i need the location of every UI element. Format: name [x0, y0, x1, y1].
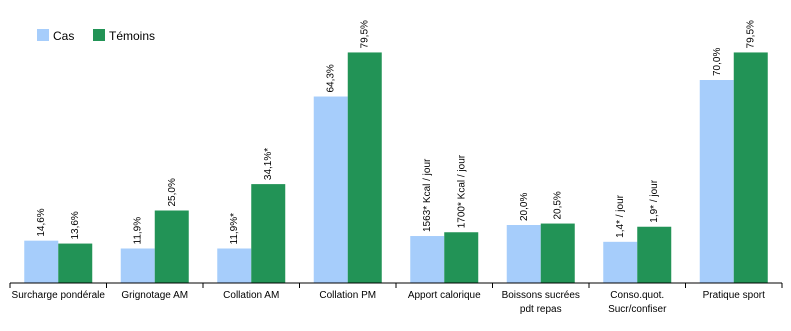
- category-label: Sucr/confiser: [608, 304, 667, 315]
- x-axis-ticks: [9, 283, 783, 288]
- bar-temoins: [154, 210, 189, 283]
- category-label: Boissons sucrées: [502, 290, 580, 301]
- bar-temoins: [251, 184, 286, 283]
- value-label-cas: 1563* Kcal / jour: [422, 158, 433, 232]
- bar-cas: [313, 96, 348, 283]
- bars-group: [24, 52, 768, 284]
- bar-temoins: [444, 232, 479, 283]
- value-label-cas: 11,9%*: [229, 213, 240, 245]
- value-label-temoins: 20,5%: [553, 191, 564, 219]
- value-label-cas: 11,9%: [133, 217, 144, 245]
- value-label-cas: 64,3%: [326, 64, 337, 92]
- bar-temoins: [637, 226, 672, 283]
- category-label: pdt repas: [520, 304, 562, 315]
- category-label: Apport calorique: [408, 290, 481, 301]
- category-label: Pratique sport: [703, 290, 765, 301]
- value-label-temoins: 13,6%: [70, 211, 81, 239]
- bar-cas: [120, 248, 155, 283]
- bar-cas: [603, 241, 638, 283]
- bar-cas: [699, 80, 734, 283]
- bar-temoins: [540, 223, 575, 283]
- category-label: Surcharge pondérale: [12, 290, 106, 301]
- value-label-cas: 20,0%: [519, 193, 530, 221]
- legend-label-cas: Cas: [53, 29, 74, 43]
- legend-swatch-temoins: [93, 29, 105, 41]
- bar-cas: [410, 236, 445, 283]
- legend: Cas Témoins: [37, 29, 155, 43]
- value-label-temoins: 1,9* / jour: [649, 179, 660, 222]
- value-label-temoins: 34,1%*: [263, 148, 274, 180]
- value-label-temoins: 79,5%: [746, 20, 757, 48]
- value-label-temoins: 25,0%: [167, 178, 178, 206]
- category-label: Collation AM: [223, 290, 279, 301]
- category-labels-group: Surcharge pondérale Grignotage AM Collatio…: [12, 290, 766, 315]
- bar-temoins: [347, 52, 382, 284]
- legend-swatch-cas: [37, 29, 49, 41]
- category-label: Conso.quot.: [610, 290, 664, 301]
- category-label: Grignotage AM: [121, 290, 188, 301]
- value-label-temoins: 79,5%: [360, 20, 371, 48]
- bar-cas: [217, 248, 252, 283]
- bar-temoins: [733, 52, 768, 284]
- value-labels-group: 14,6% 13,6% 11,9% 25,0% 11,9%* 34,1%* 64,3% 79,…: [36, 20, 757, 245]
- bar-cas: [24, 240, 59, 283]
- legend-label-temoins: Témoins: [109, 29, 155, 43]
- bar-temoins: [58, 243, 93, 283]
- value-label-temoins: 1700* Kcal / jour: [456, 154, 467, 228]
- category-label: Collation PM: [319, 290, 376, 301]
- value-label-cas: 1,4* / jour: [615, 194, 626, 237]
- value-label-cas: 70,0%: [712, 48, 723, 76]
- bar-cas: [506, 225, 541, 283]
- value-label-cas: 14,6%: [36, 208, 47, 236]
